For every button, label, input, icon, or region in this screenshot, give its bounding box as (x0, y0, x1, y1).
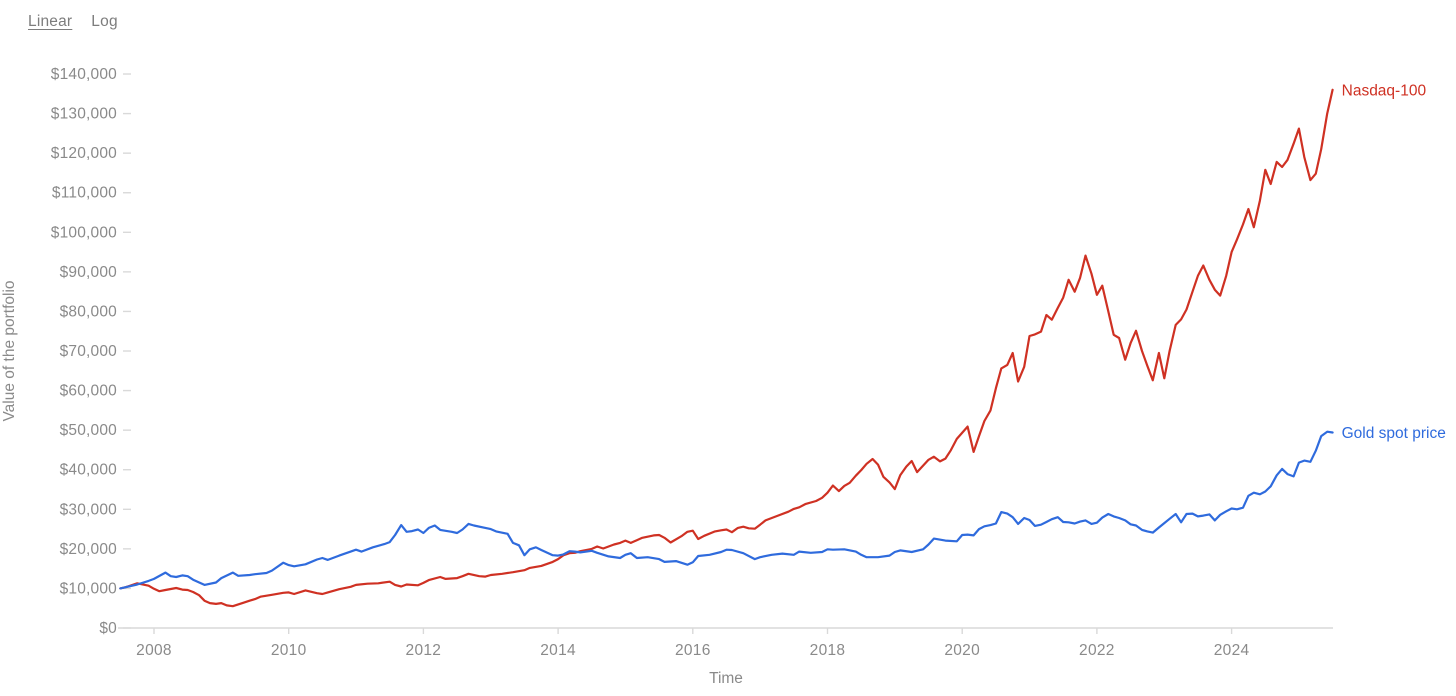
y-tick-label: $50,000 (60, 422, 118, 439)
y-tick-label: $130,000 (51, 106, 117, 123)
y-tick-label: $140,000 (51, 66, 117, 83)
scale-toggle: Linear Log (28, 13, 118, 31)
y-tick-label: $40,000 (60, 462, 118, 479)
y-tick-label: $100,000 (51, 224, 117, 241)
gold-spot-price-line[interactable] (119, 430, 1334, 590)
x-tick-label: 2014 (540, 642, 576, 659)
y-tick-label: $90,000 (60, 264, 118, 281)
y-tick-label: $60,000 (60, 383, 118, 400)
y-tick-label: $80,000 (60, 303, 118, 320)
scale-option-log[interactable]: Log (91, 13, 118, 30)
gold-spot-price-series-label: Gold spot price (1342, 425, 1446, 442)
x-axis-title: Time (709, 670, 743, 687)
nasdaq-100-line[interactable] (119, 88, 1334, 608)
x-tick-label: 2010 (271, 642, 307, 659)
x-tick-label: 2024 (1214, 642, 1250, 659)
x-tick-label: 2016 (675, 642, 711, 659)
y-axis-title: Value of the portfolio (1, 280, 18, 421)
x-tick-label: 2018 (810, 642, 846, 659)
y-tick-label: $10,000 (60, 580, 118, 597)
y-tick-label: $0 (99, 620, 117, 637)
x-tick-label: 2012 (406, 642, 442, 659)
x-tick-label: 2020 (944, 642, 980, 659)
y-tick-label: $120,000 (51, 145, 117, 162)
x-tick-label: 2022 (1079, 642, 1115, 659)
scale-option-linear[interactable]: Linear (28, 13, 73, 30)
nasdaq-100-series-label: Nasdaq-100 (1342, 82, 1427, 99)
y-tick-label: $110,000 (52, 185, 117, 202)
y-tick-label: $70,000 (60, 343, 118, 360)
y-tick-label: $20,000 (60, 541, 118, 558)
y-tick-label: $30,000 (60, 501, 118, 518)
x-tick-label: 2008 (136, 642, 172, 659)
